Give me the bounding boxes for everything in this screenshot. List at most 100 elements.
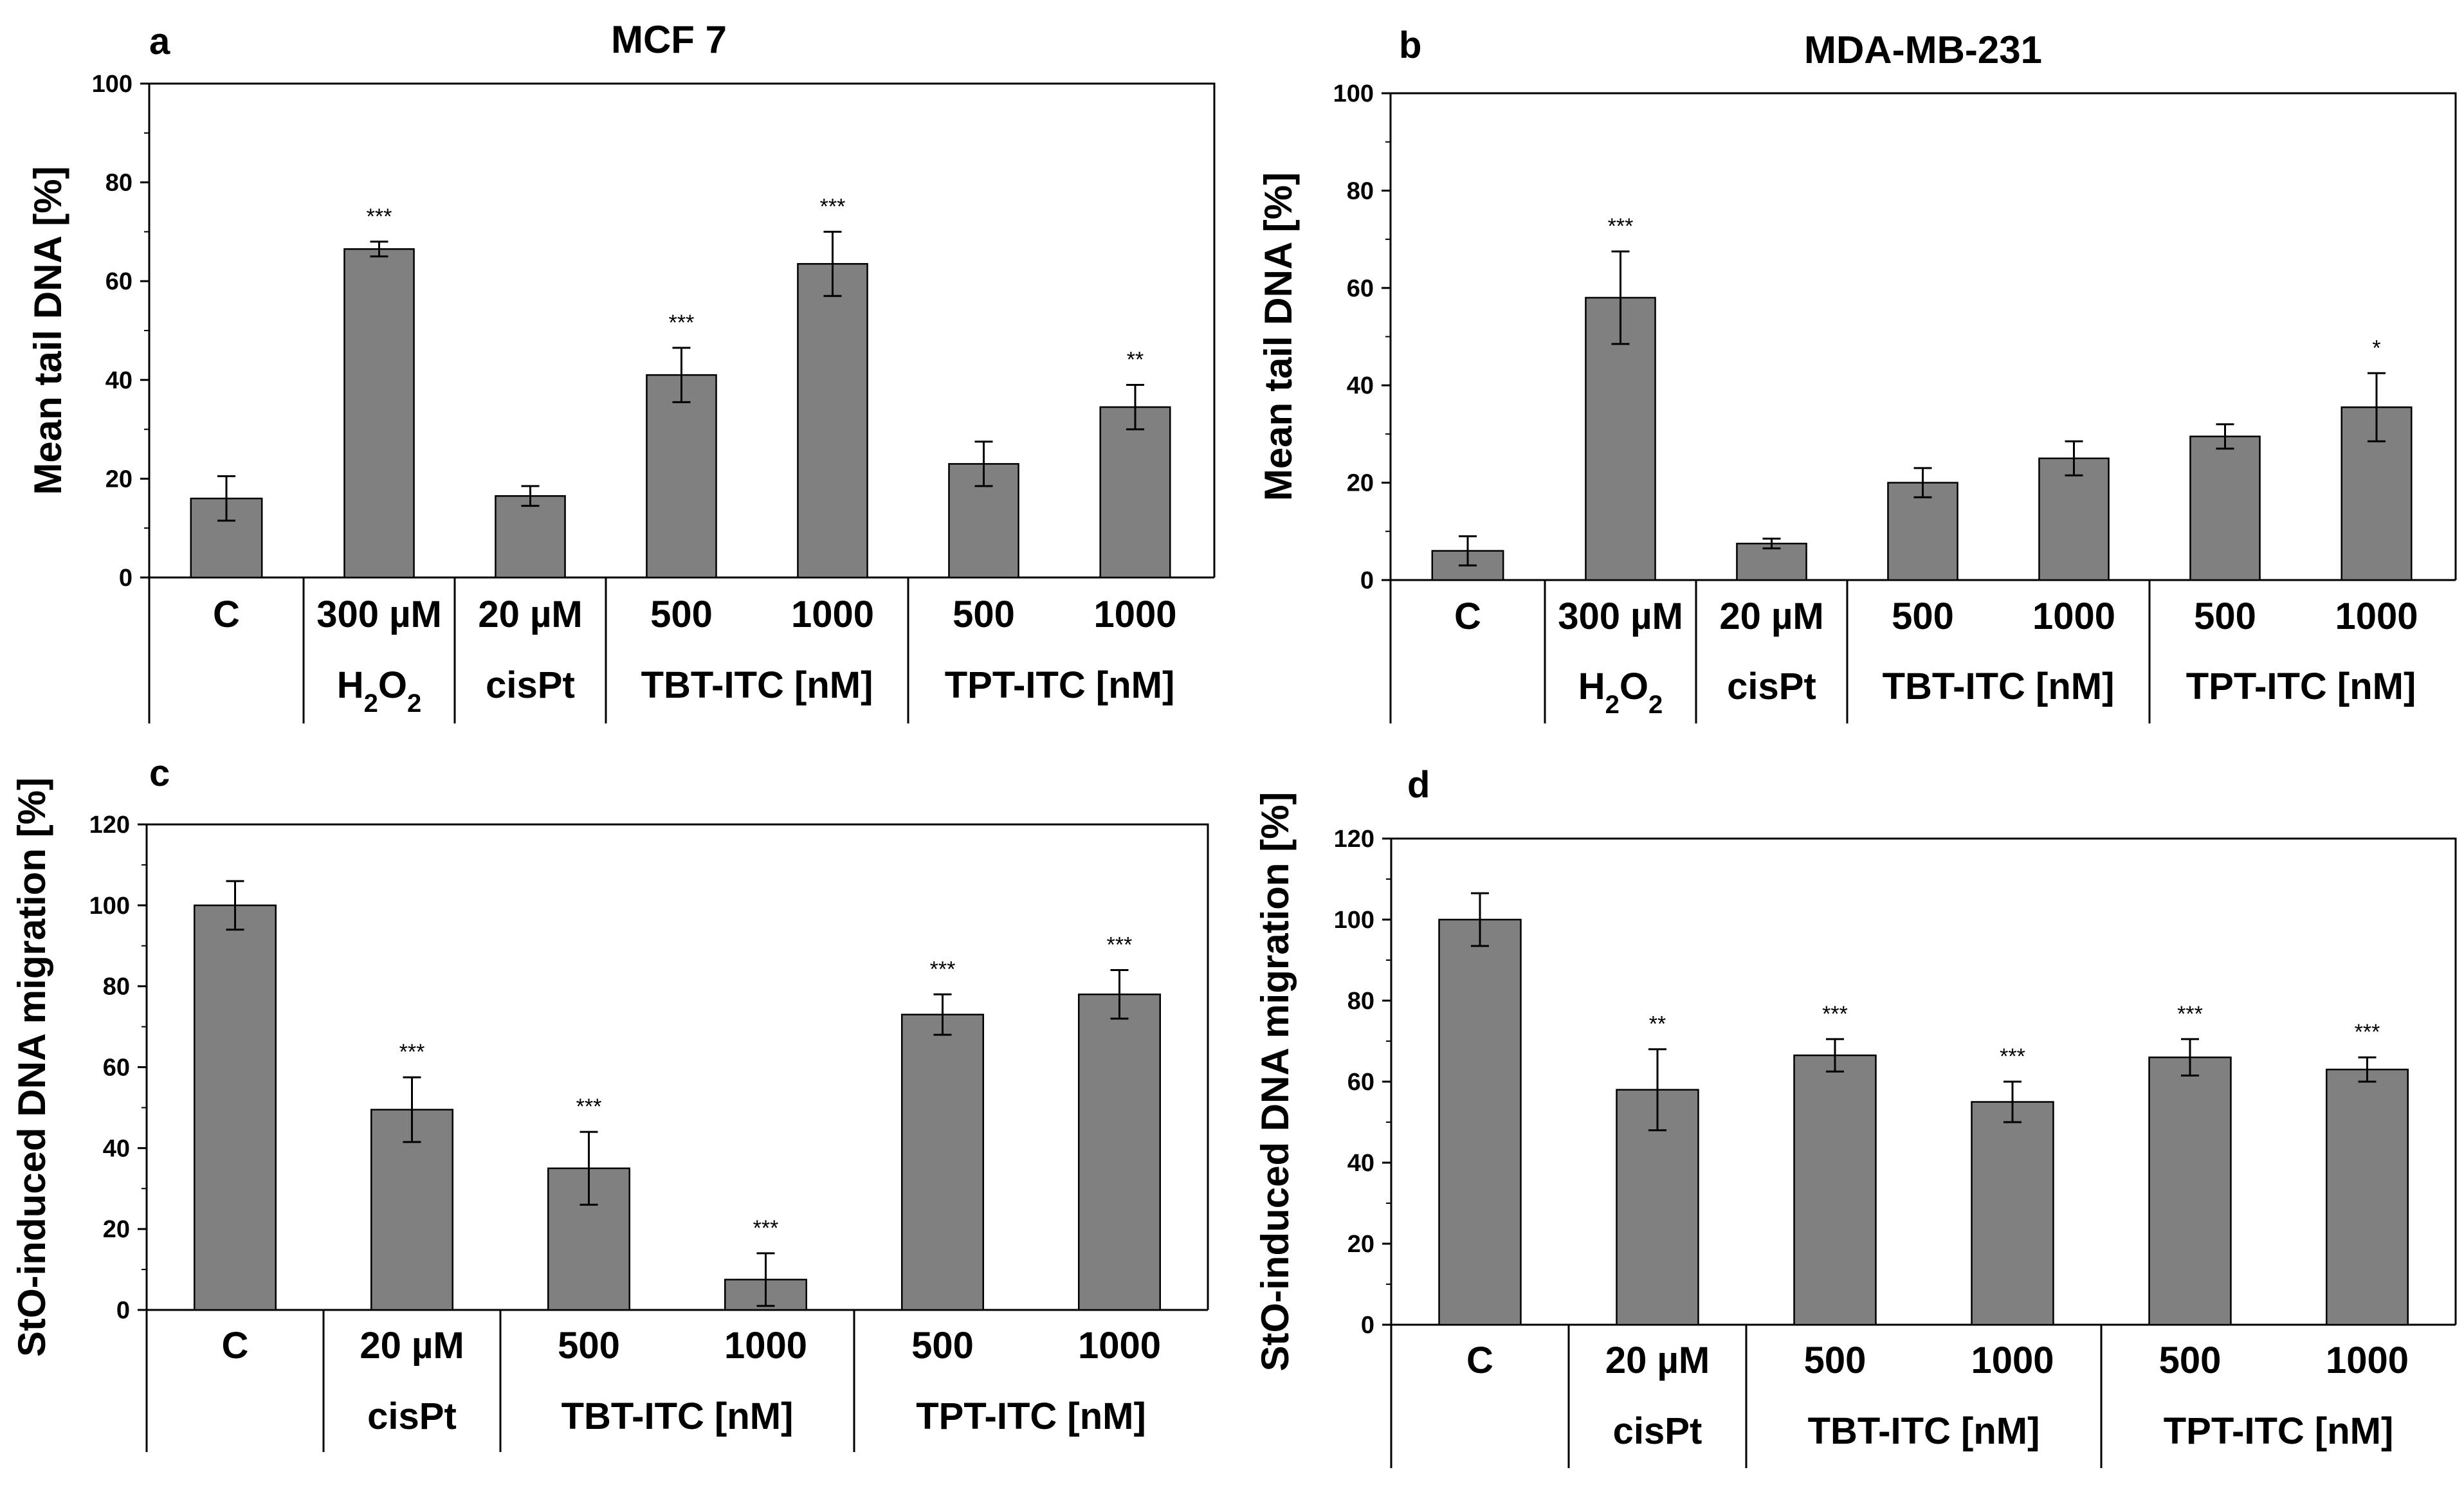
ytick-label-d: 20: [1347, 1231, 1374, 1258]
category-label-c-5: 1000: [1078, 1325, 1161, 1367]
panel-c: c 0 20 40 60 80 100 120 StO-induced DNA migrati…: [10, 752, 1209, 1452]
ytick-label-d: 100: [1334, 907, 1374, 934]
ytick-label-b: 80: [1347, 177, 1374, 204]
category-label-b-2: 20 µM: [1719, 595, 1823, 637]
significance-b-1: ***: [1608, 214, 1634, 239]
significance-c-4: ***: [930, 957, 956, 981]
category-label-d-0: C: [1466, 1340, 1493, 1381]
significance-d-4: ***: [2177, 1002, 2203, 1026]
group-label-c-2: TBT-ITC [nM]: [561, 1395, 794, 1437]
ytick-label-d: 0: [1361, 1312, 1374, 1339]
chart-d: 0 20 40 60 80 100 120 StO-induced DNA migration…: [1254, 792, 2457, 1468]
significance-c-2: ***: [576, 1095, 602, 1119]
category-label-d-5: 1000: [2326, 1340, 2409, 1381]
ytick-label-c: 80: [103, 974, 130, 1001]
significance-c-1: ***: [399, 1040, 425, 1064]
bar-c-5: [1078, 994, 1161, 1311]
bar-a-6: [1099, 406, 1171, 579]
significance-b-6: *: [2372, 336, 2380, 360]
plot-frame-c: [147, 823, 1209, 1310]
ytick-label-d: 120: [1334, 826, 1374, 853]
chart-a: 0 20 40 60 80 100 Mean tail DNA [%] C *** 300 µM 2…: [26, 71, 1216, 723]
bar-c-4: [901, 1013, 984, 1311]
chart-c: 0 20 40 60 80 100 120 StO-induced DNA migration…: [10, 777, 1209, 1452]
category-label-c-3: 1000: [724, 1325, 807, 1367]
ytick-label-a: 0: [119, 565, 132, 592]
y-axis-label-a: Mean tail DNA [%]: [26, 166, 69, 495]
significance-d-5: ***: [2355, 1020, 2380, 1044]
ytick-label-b: 100: [1333, 80, 1374, 107]
group-label-d-3: TPT-ITC [nM]: [2164, 1410, 2394, 1452]
panel-a: a MCF 7 0 20 40 60 80 100 Mean tail DNA [%] C **…: [26, 18, 1216, 723]
y-axis-label-d: StO-induced DNA migration [%]: [1254, 792, 1297, 1371]
ytick-label-a: 100: [92, 71, 132, 98]
group-label-d-2: TBT-ITC [nM]: [1808, 1410, 2040, 1452]
significance-d-3: ***: [2000, 1044, 2025, 1069]
significance-a-1: ***: [367, 204, 392, 229]
ytick-label-c: 40: [103, 1135, 130, 1162]
group-label-a-1: H2O2: [337, 664, 422, 718]
ytick-label-b: 40: [1347, 372, 1374, 399]
panel-c-letter: c: [149, 752, 170, 794]
bar-a-4: [797, 263, 868, 579]
significance-d-2: ***: [1822, 1002, 1848, 1026]
category-label-b-5: 500: [2194, 595, 2256, 637]
significance-c-3: ***: [753, 1216, 779, 1240]
plot-frame-b: [1391, 92, 2457, 580]
panel-a-title: MCF 7: [611, 18, 727, 61]
category-label-c-4: 500: [911, 1325, 974, 1367]
chart-b: 0 20 40 60 80 100 Mean tail DNA [%] C *** 300 µM 2…: [1257, 80, 2457, 723]
category-label-c-2: 500: [558, 1325, 620, 1367]
plot-frame-d: [1391, 837, 2457, 1325]
ytick-label-d: 80: [1347, 988, 1374, 1015]
category-label-b-3: 500: [1892, 595, 1954, 637]
significance-a-4: ***: [820, 194, 846, 219]
bar-c-1: [370, 1109, 453, 1311]
category-label-b-4: 1000: [2032, 595, 2115, 637]
panel-b-letter: b: [1399, 24, 1421, 66]
bar-b-2: [1736, 542, 1807, 581]
category-label-a-3: 500: [650, 594, 713, 635]
bar-a-3: [646, 374, 717, 579]
category-label-d-4: 500: [2159, 1340, 2222, 1381]
ytick-label-a: 40: [105, 367, 132, 394]
ytick-label-b: 20: [1347, 470, 1374, 497]
significance-a-3: ***: [669, 311, 695, 335]
bar-d-5: [2326, 1068, 2409, 1326]
bar-c-0: [194, 904, 277, 1311]
group-label-c-3: TPT-ITC [nM]: [916, 1395, 1146, 1437]
group-label-b-4: TPT-ITC [nM]: [2186, 666, 2416, 707]
ytick-label-b: 60: [1347, 275, 1374, 302]
panel-b: b MDA-MB-231 0 20 40 60 80 100 Mean tail DNA […: [1257, 24, 2457, 723]
panel-d-letter: d: [1407, 764, 1430, 806]
category-label-b-6: 1000: [2335, 595, 2418, 637]
significance-a-6: **: [1127, 347, 1144, 372]
category-label-c-1: 20 µM: [360, 1325, 464, 1367]
ytick-label-d: 40: [1347, 1150, 1374, 1177]
ytick-label-c: 60: [103, 1055, 130, 1082]
bar-d-2: [1793, 1054, 1877, 1326]
ytick-label-c: 0: [116, 1297, 130, 1324]
plot-frame-a: [149, 82, 1216, 577]
panel-a-letter: a: [149, 21, 170, 62]
category-label-a-5: 500: [953, 594, 1015, 635]
ytick-label-b: 0: [1360, 567, 1374, 594]
category-label-b-0: C: [1454, 595, 1481, 637]
ytick-label-a: 60: [105, 268, 132, 295]
group-label-b-2: cisPt: [1727, 666, 1816, 707]
y-axis-label-b: Mean tail DNA [%]: [1257, 172, 1300, 501]
ytick-label-c: 100: [89, 893, 130, 920]
significance-d-1: **: [1649, 1012, 1666, 1037]
category-label-d-1: 20 µM: [1605, 1340, 1710, 1381]
category-label-d-2: 500: [1804, 1340, 1866, 1381]
bar-a-2: [495, 495, 566, 579]
significance-c-5: ***: [1107, 933, 1133, 958]
category-label-a-1: 300 µM: [316, 594, 442, 635]
bar-d-0: [1438, 918, 1522, 1326]
bar-b-4: [2038, 457, 2110, 581]
category-label-a-0: C: [213, 594, 240, 635]
bar-d-4: [2148, 1056, 2232, 1326]
category-label-a-6: 1000: [1093, 594, 1176, 635]
group-label-a-4: TPT-ITC [nM]: [945, 664, 1175, 706]
group-label-a-3: TBT-ITC [nM]: [641, 664, 873, 706]
